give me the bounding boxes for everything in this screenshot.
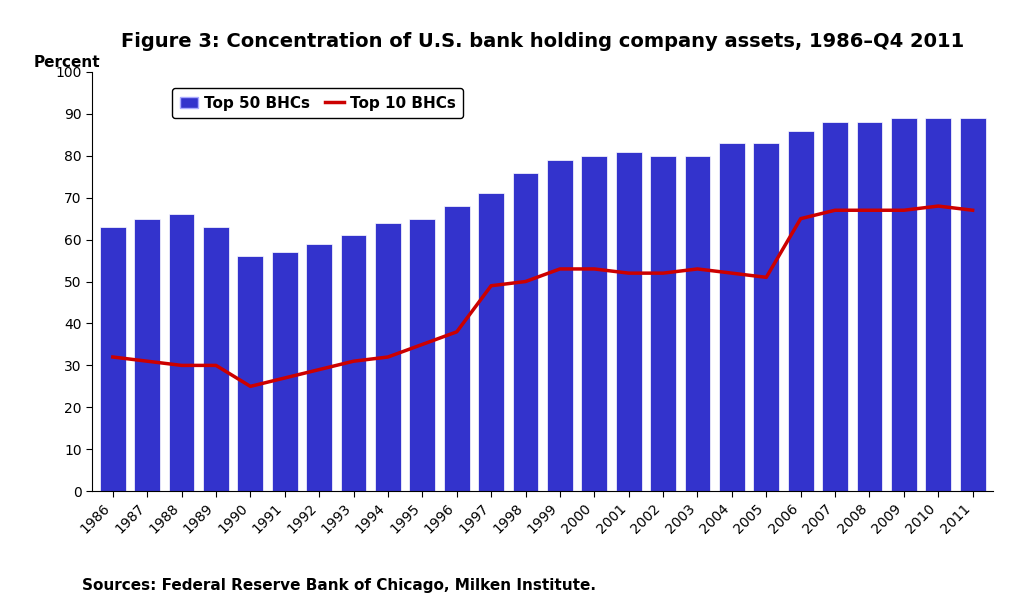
Bar: [410, 219, 435, 491]
Bar: [203, 227, 229, 491]
Bar: [822, 122, 848, 491]
Bar: [375, 223, 400, 491]
Bar: [650, 156, 676, 491]
Bar: [582, 156, 607, 491]
Bar: [513, 173, 539, 491]
Bar: [926, 118, 951, 491]
Bar: [856, 122, 883, 491]
Bar: [891, 118, 916, 491]
Bar: [443, 206, 470, 491]
Bar: [271, 252, 298, 491]
Bar: [100, 227, 126, 491]
Bar: [306, 244, 332, 491]
Bar: [547, 160, 572, 491]
Bar: [615, 152, 642, 491]
Bar: [341, 235, 367, 491]
Bar: [959, 118, 985, 491]
Text: Sources: Federal Reserve Bank of Chicago, Milken Institute.: Sources: Federal Reserve Bank of Chicago…: [82, 578, 596, 593]
Bar: [238, 256, 263, 491]
Bar: [478, 193, 504, 491]
Title: Figure 3: Concentration of U.S. bank holding company assets, 1986–Q4 2011: Figure 3: Concentration of U.S. bank hol…: [121, 32, 965, 51]
Bar: [169, 214, 195, 491]
Bar: [719, 143, 744, 491]
Bar: [685, 156, 711, 491]
Bar: [787, 131, 814, 491]
Bar: [754, 143, 779, 491]
Legend: Top 50 BHCs, Top 10 BHCs: Top 50 BHCs, Top 10 BHCs: [172, 88, 463, 118]
Text: Percent: Percent: [34, 55, 100, 70]
Bar: [134, 219, 160, 491]
